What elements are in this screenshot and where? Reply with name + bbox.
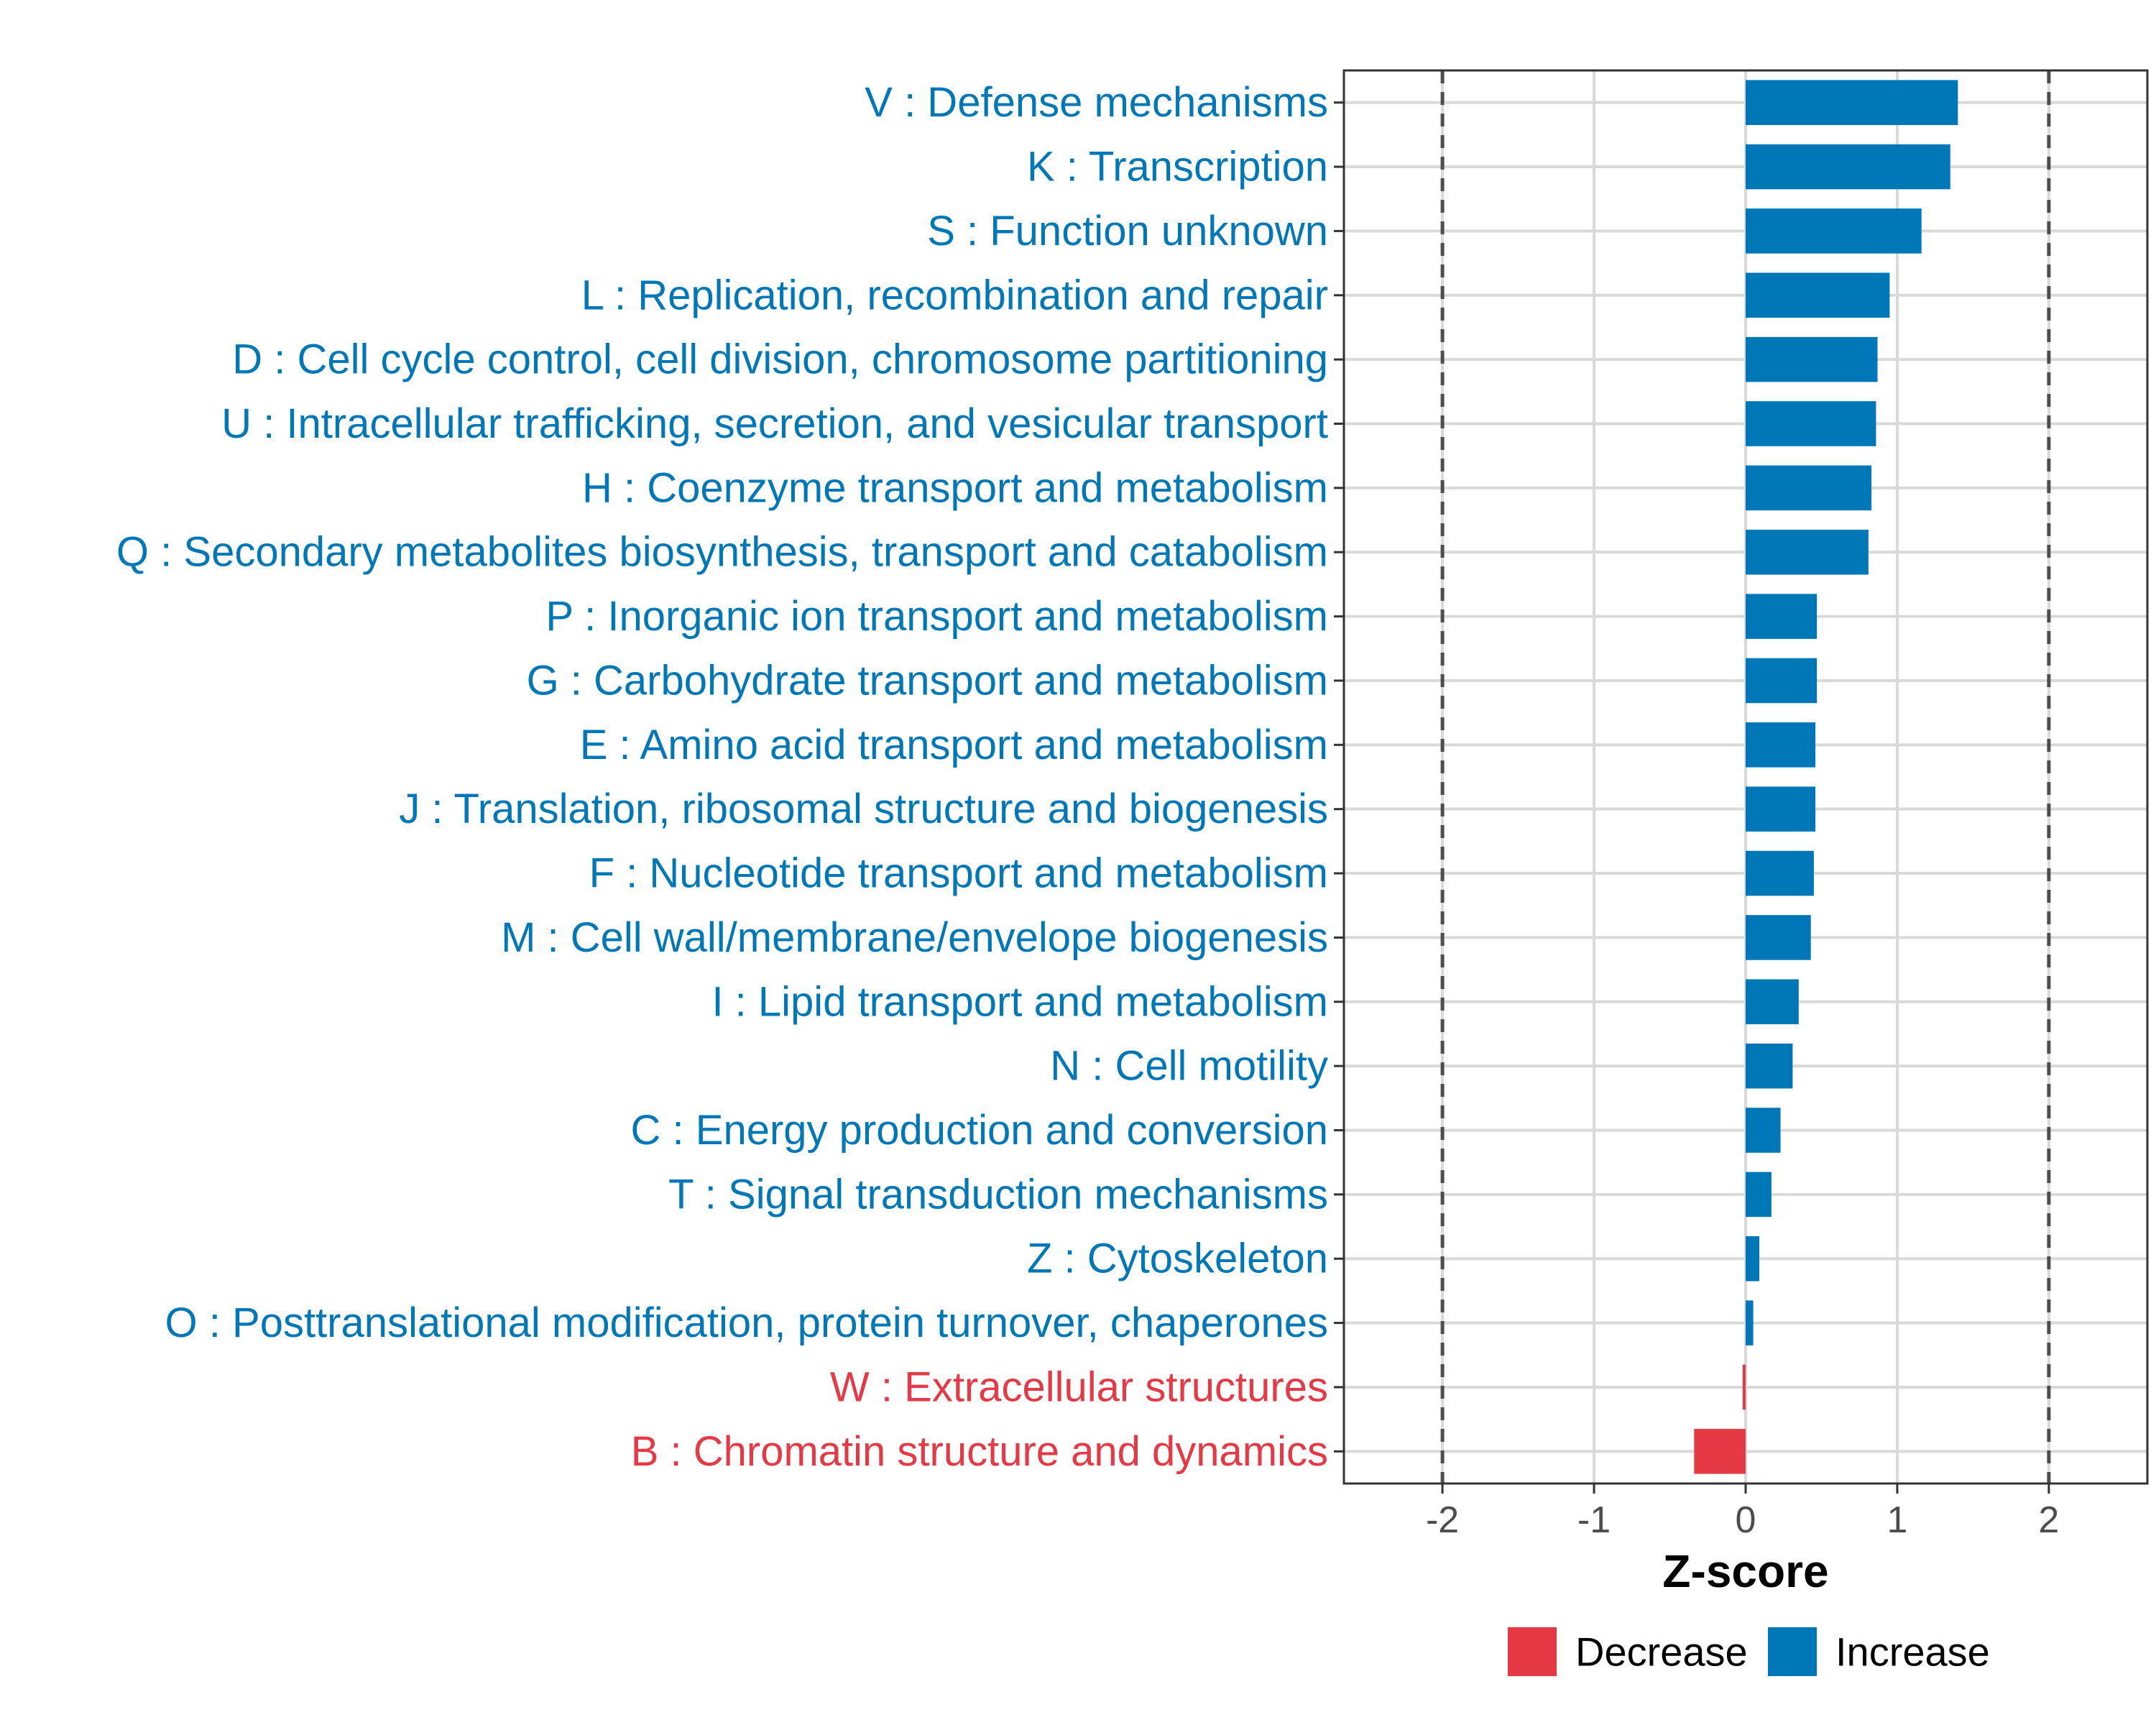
y-axis-ticks	[1334, 101, 1344, 1453]
legend-label: Decrease	[1575, 1629, 1748, 1675]
bar	[1746, 850, 1814, 896]
bar	[1746, 594, 1818, 639]
bar	[1746, 144, 1950, 190]
category-label: C : Energy production and conversion	[631, 1107, 1328, 1154]
legend-swatch	[1508, 1627, 1557, 1676]
bar	[1746, 465, 1872, 511]
x-tick-label: 2	[2038, 1499, 2059, 1541]
bar	[1746, 1043, 1793, 1089]
bar	[1746, 979, 1799, 1025]
bar	[1746, 786, 1816, 832]
category-label: I : Lipid transport and metabolism	[711, 978, 1328, 1025]
x-axis-tick-labels: -2 -1 0 1 2	[1426, 1499, 2059, 1541]
category-label: Q : Secondary metabolites biosynthesis, …	[116, 529, 1328, 576]
bar	[1746, 1236, 1759, 1282]
bar	[1694, 1429, 1746, 1474]
bar	[1746, 401, 1876, 446]
category-label: F : Nucleotide transport and metabolism	[589, 850, 1328, 897]
category-label: U : Intracellular trafficking, secretion…	[221, 400, 1328, 447]
bar	[1742, 1364, 1746, 1410]
x-tick-label: 1	[1886, 1499, 1907, 1541]
category-label: B : Chromatin structure and dynamics	[631, 1428, 1328, 1475]
bar	[1746, 208, 1922, 254]
category-label: H : Coenzyme transport and metabolism	[582, 464, 1328, 511]
bar	[1746, 722, 1816, 768]
category-label: J : Translation, ribosomal structure and…	[399, 786, 1328, 832]
x-tick-label: -1	[1577, 1499, 1611, 1541]
legend-label: Increase	[1835, 1629, 1990, 1675]
category-label: K : Transcription	[1027, 144, 1328, 190]
bar	[1746, 1300, 1754, 1346]
category-label: P : Inorganic ion transport and metaboli…	[545, 593, 1328, 640]
legend: Decrease Increase	[1508, 1627, 1990, 1676]
category-label: M : Cell wall/membrane/envelope biogenes…	[501, 914, 1328, 961]
category-label: V : Defense mechanisms	[865, 79, 1328, 126]
category-label: S : Function unknown	[927, 208, 1328, 254]
bar	[1746, 272, 1890, 318]
category-label: D : Cell cycle control, cell division, c…	[232, 336, 1328, 383]
category-label: W : Extracellular structures	[830, 1363, 1328, 1410]
category-label: L : Replication, recombination and repai…	[581, 272, 1328, 318]
category-label: G : Carbohydrate transport and metabolis…	[527, 657, 1328, 704]
legend-swatch	[1768, 1627, 1817, 1676]
bar	[1746, 529, 1869, 575]
category-label: Z : Cytoskeleton	[1027, 1236, 1328, 1282]
bar	[1746, 658, 1818, 704]
bar	[1746, 1172, 1772, 1218]
category-label: T : Signal transduction mechanisms	[668, 1171, 1328, 1218]
bar	[1746, 80, 1958, 125]
x-tick-label: -2	[1426, 1499, 1459, 1541]
bar	[1746, 915, 1811, 960]
x-axis-title: Z-score	[1662, 1545, 1828, 1597]
category-label: E : Amino acid transport and metabolism	[580, 722, 1328, 768]
bar	[1746, 336, 1878, 382]
bars	[1694, 80, 1958, 1474]
category-label: N : Cell motility	[1050, 1043, 1328, 1090]
category-label: O : Posttranslational modification, prot…	[165, 1300, 1328, 1346]
y-axis-category-labels: V : Defense mechanisms K : Transcription S…	[116, 79, 1328, 1475]
bar	[1746, 1108, 1781, 1153]
x-tick-label: 0	[1736, 1499, 1756, 1541]
x-axis-ticks	[1441, 1484, 2050, 1494]
